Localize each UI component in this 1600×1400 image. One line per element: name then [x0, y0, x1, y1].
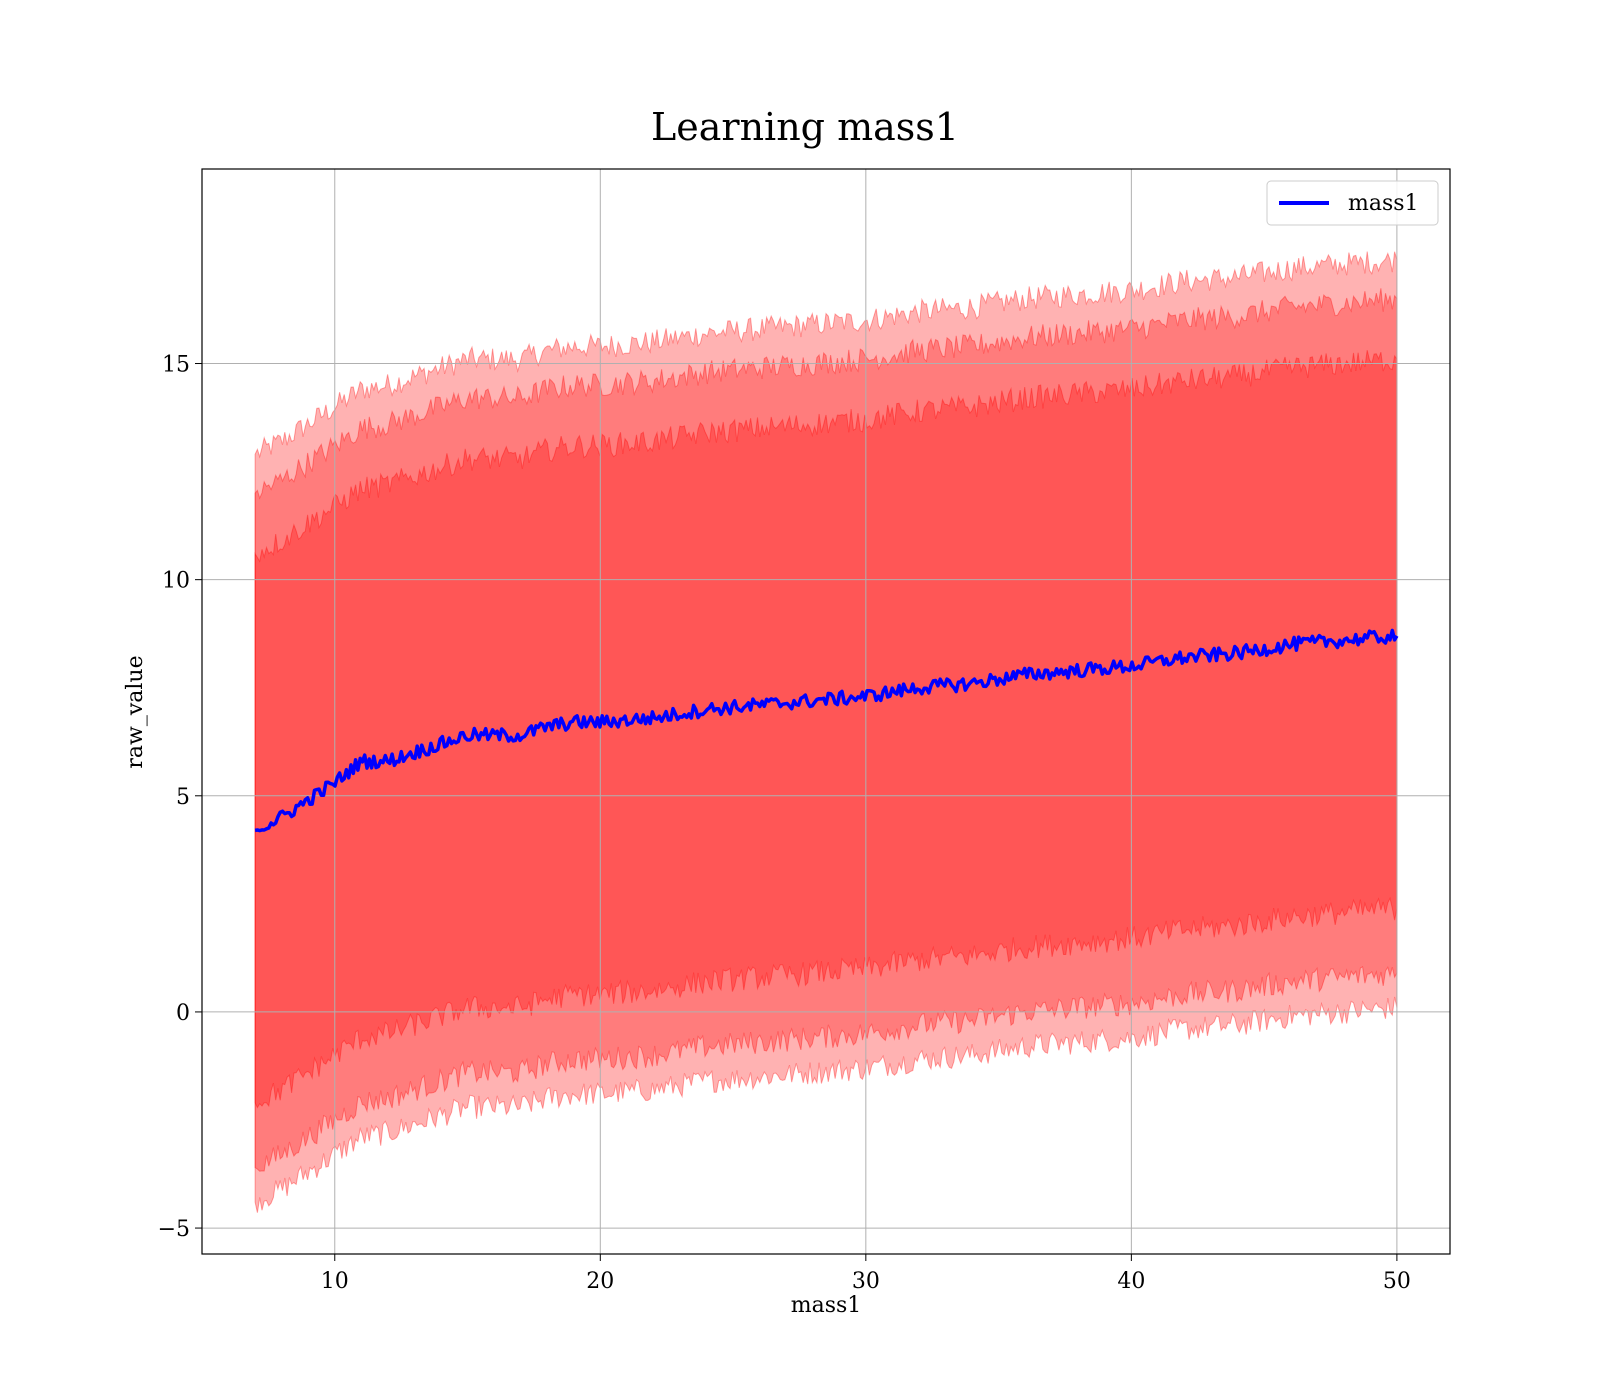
x-axis-ticks: 10 20 30 40 50: [321, 1254, 1411, 1294]
y-tick-label-10: 10: [162, 569, 190, 594]
plot-frame: [201, 168, 1451, 1255]
x-axis-label: mass1: [791, 1293, 862, 1318]
y-axis-ticks: −5 0 5 10 15: [158, 353, 202, 1242]
y-tick-label-15: 15: [162, 353, 190, 378]
legend: mass1: [1266, 180, 1439, 226]
y-axis-label: raw_value: [123, 655, 148, 768]
x-tick-label-20: 20: [586, 1269, 614, 1294]
series-line-mass1: [254, 628, 1399, 833]
confidence-bands: [254, 251, 1398, 1213]
series-lines: [254, 628, 1399, 833]
grid-lines: [202, 169, 1450, 1254]
x-tick-label-10: 10: [321, 1269, 349, 1294]
x-tick-label-30: 30: [852, 1269, 880, 1294]
chart-title: Learning mass1: [651, 105, 959, 149]
y-tick-label-0: 0: [176, 1001, 190, 1026]
legend-box: [1266, 180, 1439, 226]
x-tick-label-40: 40: [1117, 1269, 1145, 1294]
legend-label-mass1: mass1: [1348, 191, 1419, 216]
x-tick-label-50: 50: [1383, 1269, 1411, 1294]
y-tick-label-5: 5: [176, 785, 190, 810]
y-tick-label--5: −5: [158, 1217, 190, 1242]
